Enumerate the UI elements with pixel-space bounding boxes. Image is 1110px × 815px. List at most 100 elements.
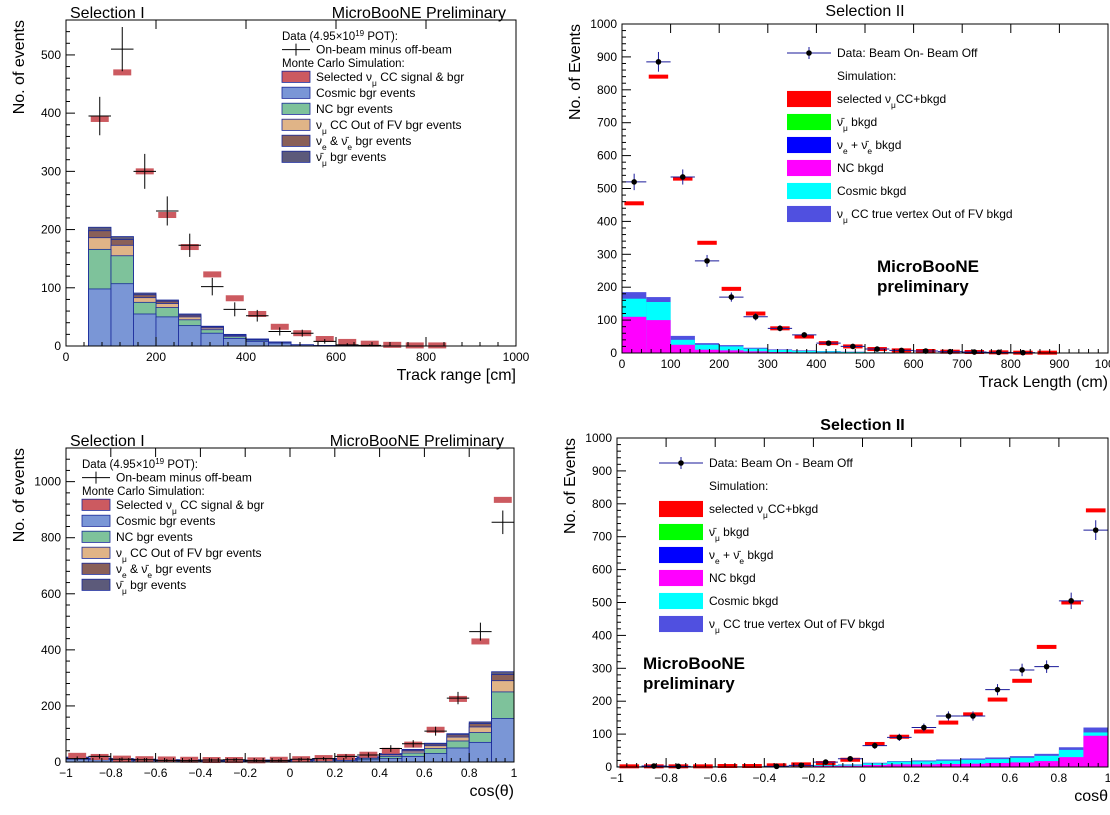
- data-point: [1068, 598, 1074, 604]
- y-tick-label: 300: [597, 247, 617, 261]
- x-tick-label: 900: [1049, 357, 1069, 371]
- x-axis-label: cosθ: [1074, 788, 1108, 805]
- preliminary-annotation: preliminary: [643, 674, 735, 693]
- stack-bar: [156, 317, 179, 346]
- y-axis-label: No. of Events: [567, 24, 584, 120]
- legend-swatch: [282, 119, 310, 130]
- data-point: [801, 332, 807, 338]
- mc-total-marker: [988, 698, 1008, 702]
- y-tick-label: 600: [41, 587, 61, 601]
- mc-total-marker: [697, 241, 716, 245]
- y-tick-label: 0: [610, 346, 617, 360]
- legend-data-header: Data (4.95×1019 POT):: [282, 29, 398, 44]
- data-point: [777, 326, 783, 332]
- y-tick-label: 500: [592, 596, 612, 610]
- y-tick-label: 500: [597, 182, 617, 196]
- legend: Data: Beam On- Beam OffSimulation:select…: [787, 46, 1013, 225]
- mc-total-marker: [1086, 508, 1106, 512]
- x-tick-label: 200: [709, 357, 729, 371]
- legend-label: NC bkgd: [709, 571, 756, 585]
- histogram-svg: 0100200300400500600700800900100001002003…: [555, 0, 1110, 405]
- legend-swatch: [282, 103, 310, 114]
- legend-swatch: [282, 87, 310, 98]
- legend-label: ν̄μ bkgd: [709, 525, 749, 543]
- y-tick-label: 200: [597, 280, 617, 294]
- stack-bar: [424, 754, 446, 762]
- x-tick-label: 500: [855, 357, 875, 371]
- x-axis-label: Track range [cm]: [397, 367, 516, 384]
- data-point: [631, 179, 637, 185]
- legend-label: NC bgr events: [116, 530, 193, 544]
- legend-label: selected νμCC+bkgd: [837, 92, 946, 110]
- x-tick-label: 300: [758, 357, 778, 371]
- legend-label: νe + ν̄e bkgd: [837, 138, 901, 156]
- x-tick-label: 0: [63, 350, 70, 364]
- y-tick-label: 200: [41, 223, 61, 237]
- x-tick-label: 600: [904, 357, 924, 371]
- x-tick-label: 0.4: [952, 771, 969, 785]
- data-point: [897, 735, 903, 741]
- stack-bar: [1083, 736, 1108, 767]
- x-tick-label: −0.6: [144, 766, 168, 780]
- x-tick-label: 800: [416, 350, 436, 364]
- y-tick-label: 400: [41, 643, 61, 657]
- mc-total-marker: [722, 287, 741, 291]
- stack-bar: [201, 333, 224, 346]
- data-point: [704, 258, 710, 264]
- y-axis-label: No. of events: [11, 448, 28, 542]
- legend-label: Data: Beam On- Beam Off: [837, 46, 978, 60]
- stack-bar: [89, 289, 112, 346]
- y-tick-label: 800: [592, 497, 612, 511]
- stack-bar: [179, 326, 202, 346]
- stack-bar: [402, 756, 424, 762]
- legend-swatch: [787, 206, 831, 222]
- mc-total-marker: [1012, 679, 1032, 683]
- x-tick-label: 0.8: [1051, 771, 1068, 785]
- y-tick-label: 200: [592, 694, 612, 708]
- y-tick-label: 100: [592, 727, 612, 741]
- chart-title: Selection II: [820, 417, 904, 434]
- mc-total-marker: [383, 342, 401, 348]
- x-tick-label: 1000: [503, 350, 530, 364]
- data-point: [872, 743, 878, 749]
- x-tick-label: 0.2: [903, 771, 920, 785]
- legend-swatch: [659, 616, 703, 632]
- legend-swatch: [82, 515, 110, 526]
- x-tick-label: 700: [952, 357, 972, 371]
- legend-label: νe + ν̄e bkgd: [709, 548, 773, 566]
- legend-label: Cosmic bkgd: [709, 594, 778, 608]
- legend-swatch: [82, 531, 110, 542]
- y-tick-label: 700: [597, 116, 617, 130]
- data-point: [729, 294, 735, 300]
- legend-label: Simulation:: [709, 479, 768, 493]
- y-tick-label: 0: [54, 339, 61, 353]
- y-axis-label: No. of events: [11, 20, 28, 114]
- preliminary-annotation: MicroBooNE: [643, 654, 745, 673]
- mc-total-marker: [649, 75, 668, 79]
- x-tick-label: −0.4: [752, 771, 776, 785]
- legend-data-marker: [678, 460, 684, 466]
- data-point: [921, 725, 927, 731]
- legend-swatch: [787, 137, 831, 153]
- x-tick-label: 600: [326, 350, 346, 364]
- x-tick-label: −1: [59, 766, 73, 780]
- mc-total-marker: [494, 497, 512, 503]
- x-tick-label: −0.2: [802, 771, 826, 785]
- y-axis-label: No. of Events: [562, 438, 579, 534]
- y-tick-label: 900: [592, 464, 612, 478]
- legend-swatch: [659, 501, 703, 517]
- stack-bar: [646, 320, 670, 353]
- y-tick-label: 400: [41, 106, 61, 120]
- legend-swatch: [659, 593, 703, 609]
- x-tick-label: 0: [287, 766, 294, 780]
- stack-bar: [111, 284, 134, 346]
- legend-data-header: Data (4.95×1019 POT):: [82, 457, 198, 472]
- stack-bar: [671, 345, 695, 353]
- x-tick-label: −0.4: [189, 766, 213, 780]
